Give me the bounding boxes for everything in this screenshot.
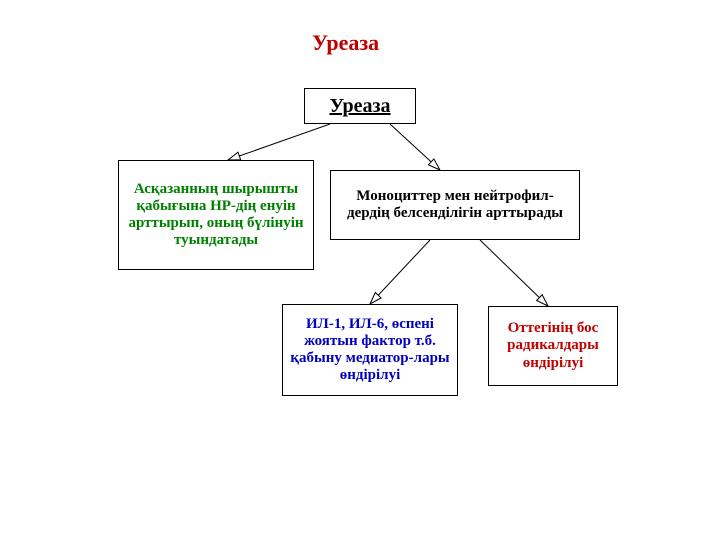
node-monocyte-neutrophil: Моноциттер мен нейтрофил-дердің белсенді… [330, 170, 580, 240]
node-root-ureaza: Уреаза [304, 88, 416, 124]
node-interleukins: ИЛ-1, ИЛ-6, өспені жоятын фактор т.б. қа… [282, 304, 458, 396]
edges-layer [0, 0, 720, 540]
node-stomach-mucosa: Асқазанның шырышты қабығына НР-дің енуін… [118, 160, 314, 270]
node-oxygen-radicals: Оттегінің бос радикалдары өндірілуі [488, 306, 618, 386]
slide-title: Уреаза [312, 30, 379, 56]
